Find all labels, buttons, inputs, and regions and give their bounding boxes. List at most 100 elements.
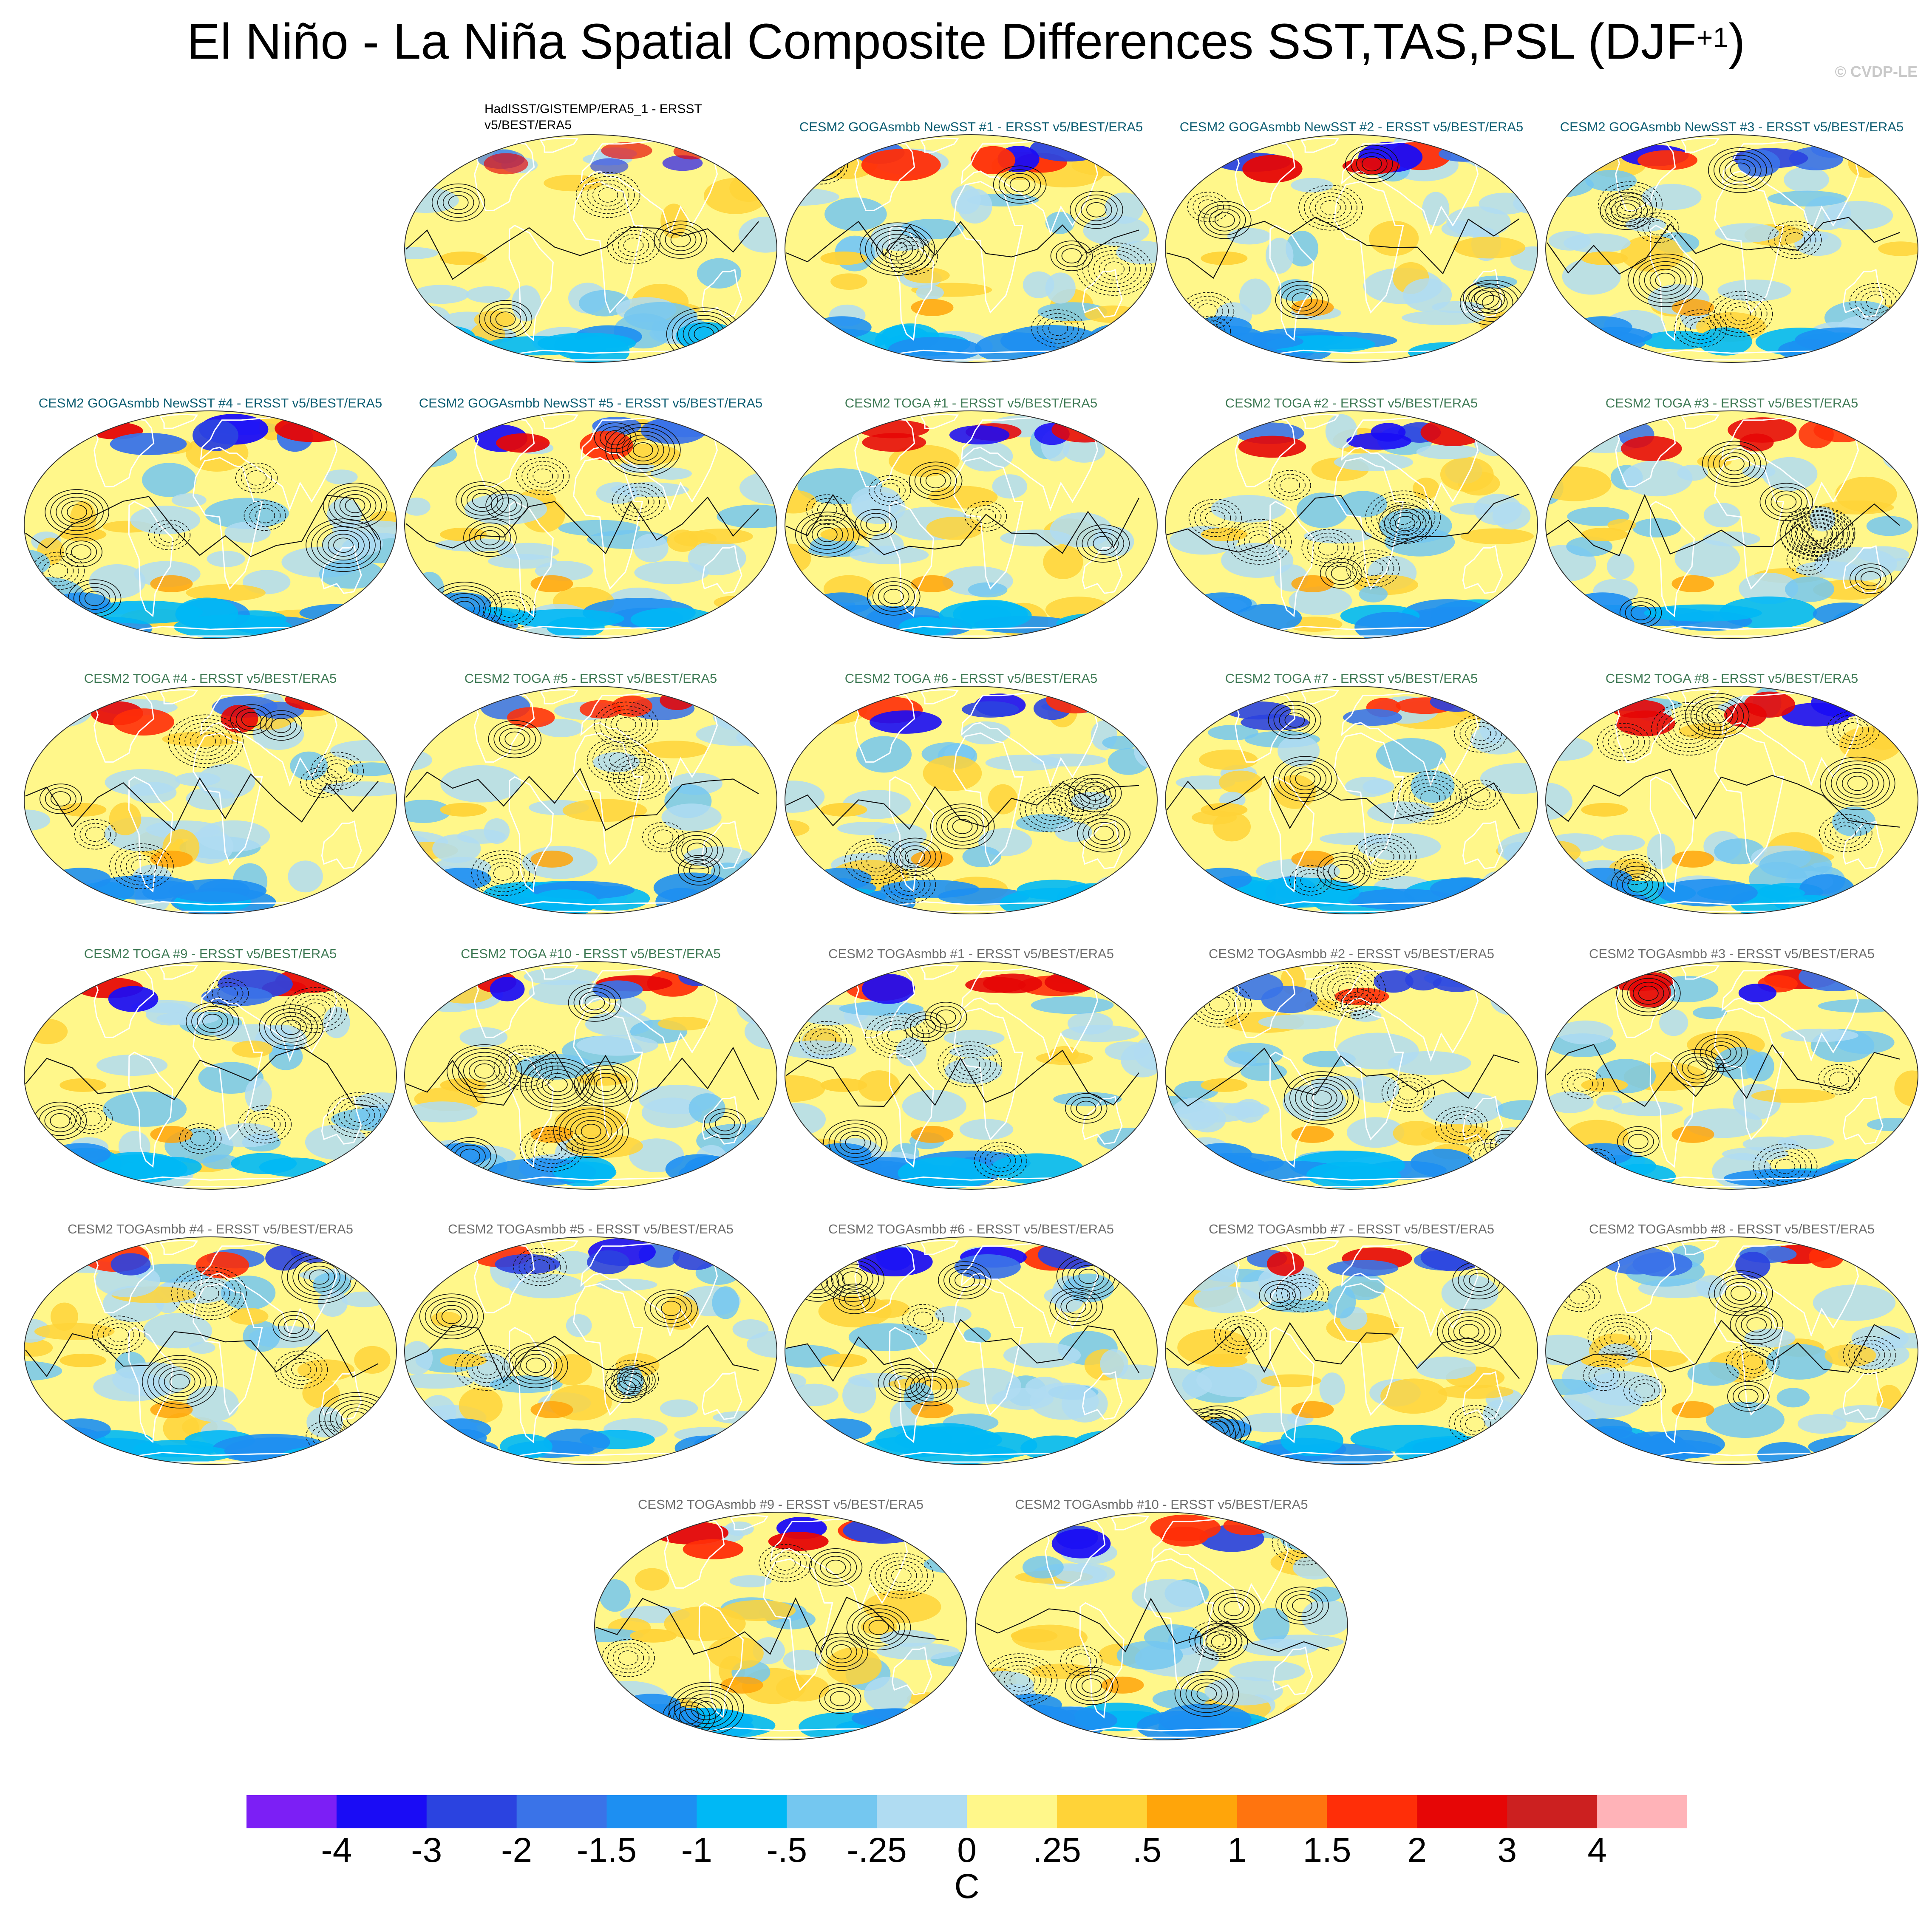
psl-contour <box>1657 706 1721 752</box>
psl-contour <box>1785 511 1850 557</box>
anomaly-patch <box>511 285 541 322</box>
psl-contour <box>661 1301 681 1316</box>
psl-contour <box>1395 516 1416 531</box>
psl-contour <box>846 1604 911 1650</box>
psl-contour <box>811 158 832 173</box>
anomaly-patch <box>1054 1563 1116 1584</box>
psl-contour <box>1674 309 1727 348</box>
psl-contour <box>894 1375 915 1391</box>
anomaly-patch <box>820 251 867 265</box>
psl-contour <box>857 1612 900 1643</box>
psl-contour <box>484 304 527 334</box>
anomaly-patch <box>596 1279 657 1291</box>
colorbar-tick-label: -3 <box>411 1831 442 1870</box>
psl-contour <box>158 1366 201 1397</box>
psl-contour <box>92 1315 146 1354</box>
anomaly-patch <box>1581 251 1628 265</box>
psl-contour <box>1345 144 1399 183</box>
anomaly-patch <box>783 1649 822 1671</box>
psl-contour <box>888 869 931 900</box>
anomaly-patch <box>1696 1275 1727 1298</box>
psl-contour <box>889 1372 921 1395</box>
psl-contour <box>629 494 649 510</box>
psl-contour <box>1742 1355 1763 1370</box>
anomaly-patch <box>965 977 1026 993</box>
psl-contour <box>457 1052 511 1090</box>
map-panel: CESM2 TOGAsmbb #10 - ERSST v5/BEST/ERA5 <box>972 1479 1351 1743</box>
anomaly-patch <box>171 493 207 507</box>
psl-contour <box>1365 490 1441 544</box>
psl-contour <box>1351 148 1393 179</box>
psl-contour <box>1414 786 1446 809</box>
anomaly-patch <box>530 1401 573 1418</box>
coastline <box>508 1051 554 1168</box>
anomaly-patch <box>1165 868 1189 905</box>
psl-contour <box>1031 309 1085 348</box>
psl-contour <box>895 244 927 268</box>
anomaly-patch <box>1798 962 1871 992</box>
psl-contour <box>622 435 664 465</box>
psl-contour <box>1792 548 1824 571</box>
psl-zero-contour <box>786 221 1139 263</box>
psl-contour <box>1459 1412 1491 1435</box>
psl-zero-contour <box>1547 769 1900 828</box>
psl-contour <box>436 1305 467 1328</box>
anomaly-patch <box>820 1078 867 1092</box>
psl-contour <box>198 1286 219 1301</box>
anomaly-patch <box>1430 692 1484 712</box>
coastline <box>159 689 198 704</box>
anomaly-patch <box>323 1006 350 1038</box>
anomaly-patch <box>204 498 289 529</box>
psl-contour <box>168 714 244 768</box>
anomaly-patch <box>1063 1273 1114 1303</box>
psl-zero-contour <box>1166 1322 1520 1379</box>
anomaly-patch <box>431 868 491 890</box>
coastline <box>953 732 1024 866</box>
psl-contour <box>1070 190 1123 229</box>
psl-contour <box>775 1556 796 1571</box>
anomaly-patch <box>229 1307 269 1325</box>
psl-contour <box>265 714 297 737</box>
psl-contour <box>1294 1535 1314 1550</box>
anomaly-patch <box>939 600 1032 630</box>
map-plot <box>404 410 777 639</box>
psl-contour <box>609 752 629 768</box>
psl-contour <box>1841 772 1873 795</box>
coastline <box>1721 416 1870 511</box>
panel-title: CESM2 GOGAsmbb NewSST #5 - ERSST v5/BEST… <box>419 396 763 410</box>
panel-title: CESM2 TOGAsmbb #1 - ERSST v5/BEST/ERA5 <box>828 946 1114 961</box>
panel-title: CESM2 TOGA #7 - ERSST v5/BEST/ERA5 <box>1225 671 1478 686</box>
psl-contour <box>1737 1351 1769 1374</box>
psl-contour <box>1451 1118 1472 1133</box>
psl-contour <box>494 599 525 622</box>
anomaly-patch <box>156 1012 219 1025</box>
psl-contour <box>1819 814 1873 852</box>
psl-contour <box>344 1103 375 1127</box>
psl-contour <box>587 737 652 783</box>
anomaly-patch <box>1029 1382 1099 1420</box>
psl-contour <box>882 865 936 904</box>
psl-contour <box>1854 1344 1885 1366</box>
psl-contour <box>1673 717 1705 741</box>
anomaly-patch <box>747 1330 777 1358</box>
coastline <box>1079 1602 1125 1719</box>
coastline <box>1649 224 1695 341</box>
psl-contour <box>1312 536 1344 560</box>
psl-contour <box>1009 177 1030 192</box>
psl-contour <box>1065 1649 1097 1672</box>
anomaly-patch <box>949 425 1010 445</box>
psl-contour <box>193 1282 225 1305</box>
anomaly-patch <box>1229 1660 1305 1682</box>
anomaly-patch <box>1878 241 1918 256</box>
anomaly-patch <box>1766 1344 1833 1380</box>
psl-contour <box>619 1369 650 1392</box>
anomaly-patch <box>1099 337 1153 360</box>
anomaly-patch <box>108 986 159 1012</box>
anomaly-patch <box>962 846 1001 868</box>
anomaly-patch <box>1278 735 1320 767</box>
map-panel: CESM2 TOGAsmbb #6 - ERSST v5/BEST/ERA5 <box>782 1204 1160 1468</box>
coastline <box>1462 1371 1503 1420</box>
anomaly-patch <box>414 305 450 328</box>
anomaly-patch <box>407 1101 478 1123</box>
psl-contour <box>770 1552 801 1575</box>
